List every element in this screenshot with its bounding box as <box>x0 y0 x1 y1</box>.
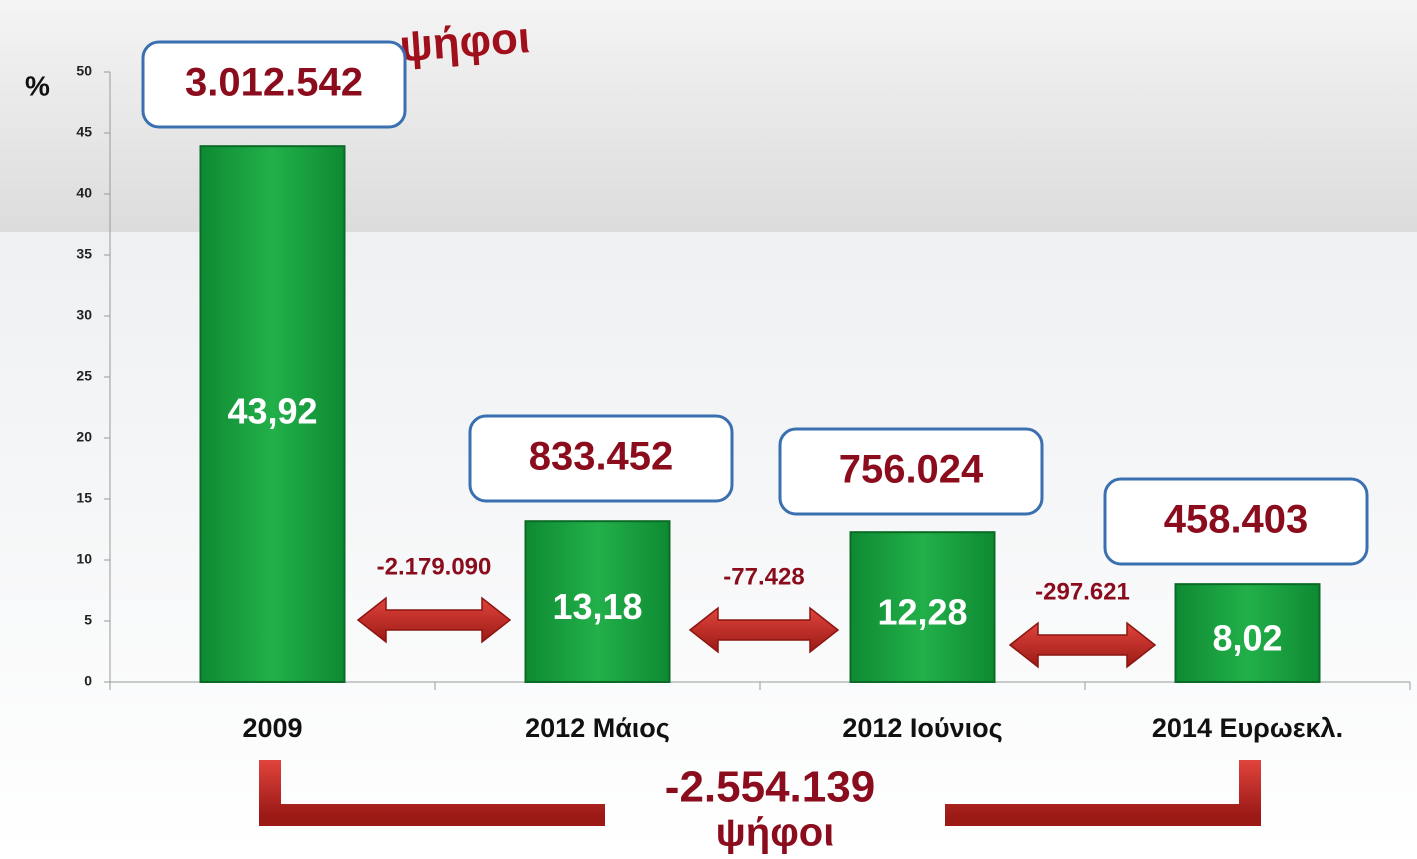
y-tick-label: 40 <box>76 185 92 201</box>
difference-arrow <box>688 606 840 654</box>
total-unit: ψήφοι <box>716 811 835 855</box>
bar <box>199 145 346 683</box>
bar <box>849 531 996 684</box>
votes-label: 458.403 <box>1164 498 1309 542</box>
bar <box>524 520 671 683</box>
y-tick-label: 25 <box>76 368 92 384</box>
value-label: 8,02 <box>1212 618 1282 659</box>
y-tick-label: 5 <box>84 612 92 628</box>
difference-arrow <box>1008 621 1157 669</box>
top-unit: ψήφοι <box>398 13 532 71</box>
bar <box>1174 583 1321 684</box>
x-tick-label: 2014 Ευρωεκλ. <box>1152 713 1343 743</box>
difference-label: -2.179.090 <box>377 553 492 580</box>
difference-arrow <box>356 596 512 644</box>
value-label: 12,28 <box>877 592 967 633</box>
x-tick-label: 2012 Μάιος <box>525 713 670 743</box>
votes-label: 833.452 <box>529 435 674 479</box>
y-tick-label: 0 <box>84 673 92 689</box>
y-tick-label: 45 <box>76 124 92 140</box>
y-tick-label: 10 <box>76 551 92 567</box>
x-tick-label: 2009 <box>242 713 302 743</box>
y-tick-label: 30 <box>76 307 92 323</box>
y-tick-label: 20 <box>76 429 92 445</box>
y-tick-label: 15 <box>76 490 92 506</box>
votes-callout <box>778 427 1044 516</box>
x-tick-label: 2012 Ιούνιος <box>842 713 1002 743</box>
votes-label: 3.012.542 <box>185 61 363 105</box>
value-label: 13,18 <box>552 586 642 627</box>
difference-label: -297.621 <box>1035 578 1130 605</box>
votes-label: 756.024 <box>839 448 984 492</box>
difference-label: -77.428 <box>723 563 804 590</box>
y-axis-label: % <box>25 70 50 101</box>
votes-callout <box>468 414 734 503</box>
value-label: 43,92 <box>227 391 317 432</box>
total-bracket <box>259 760 1261 826</box>
y-tick-label: 50 <box>76 63 92 79</box>
y-tick-label: 35 <box>76 246 92 262</box>
votes-callout <box>141 40 407 129</box>
total-difference: -2.554.139 <box>665 763 875 812</box>
votes-callout <box>1103 477 1369 566</box>
